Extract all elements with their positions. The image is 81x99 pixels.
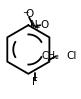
Text: CH₂: CH₂ bbox=[42, 51, 60, 61]
Text: −: − bbox=[22, 8, 29, 17]
Text: O: O bbox=[40, 20, 48, 30]
Text: F: F bbox=[32, 77, 38, 87]
Text: Cl: Cl bbox=[66, 51, 77, 61]
Text: +: + bbox=[34, 23, 40, 32]
Text: N: N bbox=[30, 20, 38, 30]
Text: O: O bbox=[25, 9, 33, 19]
